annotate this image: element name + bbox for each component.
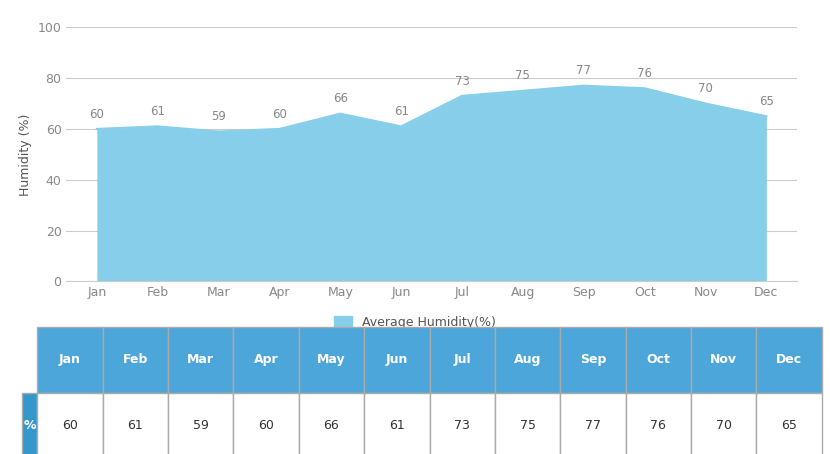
Text: 77: 77 <box>576 64 591 77</box>
Y-axis label: Humidity (%): Humidity (%) <box>19 113 32 196</box>
Text: 60: 60 <box>90 108 105 121</box>
Text: 73: 73 <box>455 74 470 88</box>
Text: 59: 59 <box>211 110 226 123</box>
Text: 61: 61 <box>150 105 165 118</box>
Text: 76: 76 <box>637 67 652 80</box>
Text: 61: 61 <box>393 105 408 118</box>
Legend: Average Humidity(%): Average Humidity(%) <box>329 311 501 334</box>
Text: 70: 70 <box>698 82 713 95</box>
Text: 66: 66 <box>333 92 348 105</box>
Text: 65: 65 <box>759 95 774 108</box>
Text: 75: 75 <box>515 69 530 83</box>
Text: 60: 60 <box>272 108 287 121</box>
